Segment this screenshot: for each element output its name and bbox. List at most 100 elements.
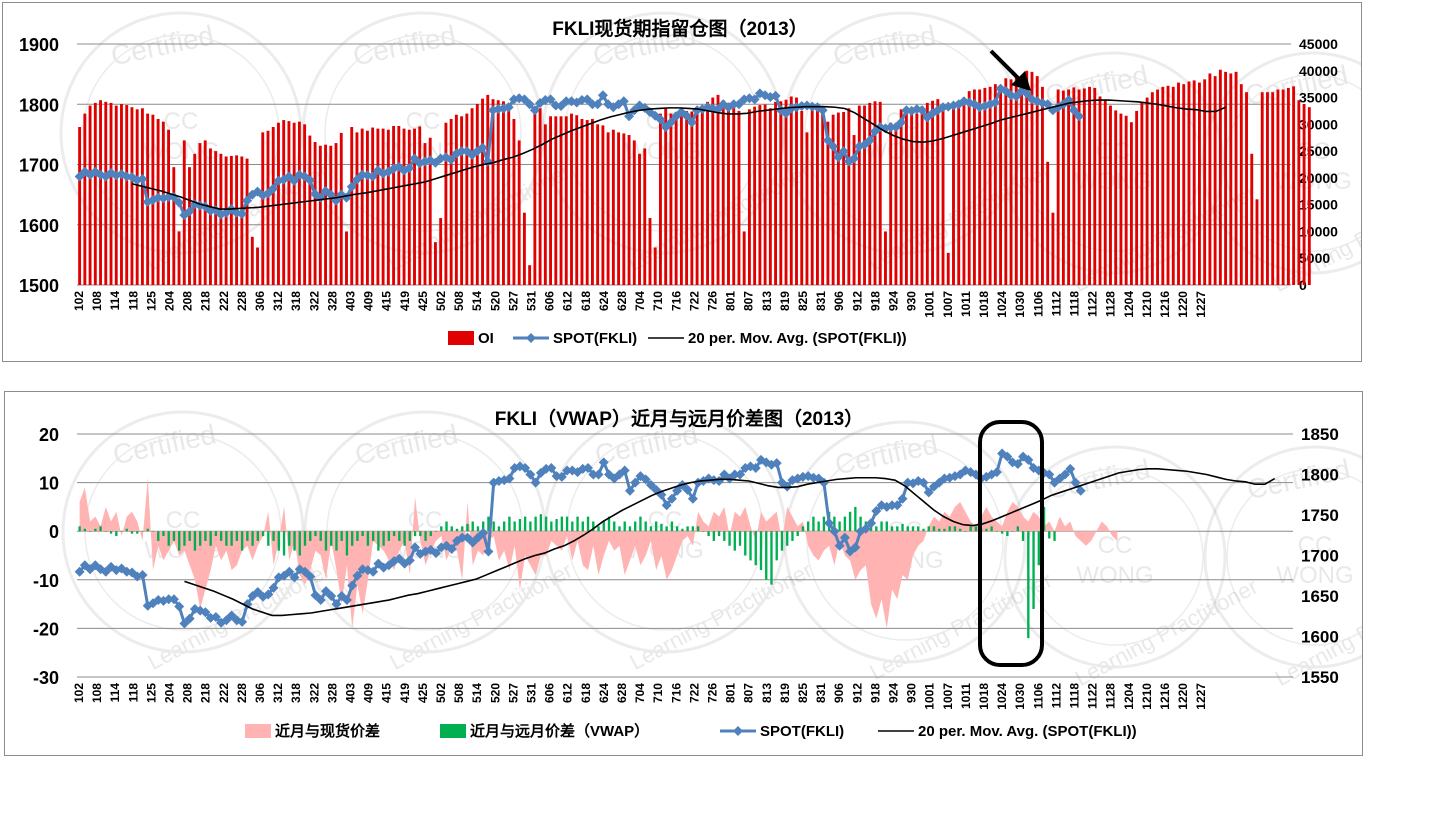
bar <box>224 156 228 285</box>
bar <box>235 155 239 285</box>
bar <box>749 531 752 561</box>
marker <box>446 154 457 165</box>
marker <box>221 615 232 626</box>
x-tick-label: 1018 <box>977 291 991 318</box>
marker <box>923 487 934 498</box>
x-tick-label: 813 <box>760 291 774 311</box>
marker <box>939 473 950 484</box>
marker <box>310 590 321 601</box>
marker <box>210 612 221 623</box>
marker <box>1070 477 1081 488</box>
bar <box>768 108 772 286</box>
bar <box>800 110 804 285</box>
bar <box>461 526 464 532</box>
bar <box>240 156 244 285</box>
marker <box>729 469 740 480</box>
bar <box>534 516 537 532</box>
marker <box>456 146 467 157</box>
marker <box>294 564 305 575</box>
x-tick-label: 801 <box>724 291 738 311</box>
x-tick-label: 419 <box>398 683 412 703</box>
x-tick-label: 328 <box>325 291 339 311</box>
bar <box>665 526 668 532</box>
bar <box>1006 531 1009 537</box>
legend-swatch <box>245 724 271 738</box>
bar <box>1004 78 1008 285</box>
bar <box>564 116 568 285</box>
bar <box>575 115 579 286</box>
oi-chart-panel: Certified CC WONG Learning Practitioner Cert… <box>2 2 1444 362</box>
legend-item: OI <box>448 330 494 347</box>
marker <box>247 189 258 200</box>
bar <box>208 148 212 285</box>
bar <box>1041 86 1044 285</box>
bar <box>585 120 589 285</box>
x-tick-label: 306 <box>253 683 267 703</box>
marker <box>672 485 683 496</box>
bar <box>936 99 940 285</box>
marker <box>1007 457 1018 468</box>
x-tick-label: 222 <box>217 683 231 703</box>
x-tick-label: 1220 <box>1176 683 1190 710</box>
legend-label: 20 per. Mov. Avg. (SPOT(FKLI)) <box>918 723 1137 740</box>
x-tick-label: 716 <box>669 291 683 311</box>
marker <box>817 105 828 116</box>
bar <box>969 526 972 532</box>
x-tick-label: 222 <box>217 291 231 311</box>
bar <box>408 531 412 541</box>
bar <box>1224 71 1228 285</box>
bar <box>109 531 113 534</box>
bar <box>225 531 228 546</box>
watermark-text: WONG <box>1076 562 1153 589</box>
bar <box>1114 110 1118 285</box>
bar <box>712 531 716 541</box>
x-tick-label: 1118 <box>1068 683 1082 709</box>
marker <box>928 481 939 492</box>
bar <box>1266 92 1269 285</box>
bar <box>554 116 558 285</box>
marker <box>242 599 253 610</box>
marker <box>1012 458 1023 469</box>
marker <box>849 153 860 164</box>
x-tick-label: 716 <box>669 683 683 703</box>
y-right-tick-label: 35000 <box>1299 90 1338 106</box>
y-left-tick-label: 1700 <box>19 156 59 176</box>
bar <box>434 242 437 285</box>
watermark-ring <box>1001 51 1225 275</box>
x-tick-label: 726 <box>706 683 720 703</box>
bar <box>178 531 181 551</box>
x-tick-label: 906 <box>832 291 846 311</box>
x-tick-label: 118 <box>126 291 140 311</box>
x-tick-label: 114 <box>108 683 122 703</box>
bar <box>836 112 840 285</box>
bar <box>261 531 265 537</box>
bar <box>842 112 846 285</box>
legend-marker <box>526 333 536 343</box>
marker <box>949 471 960 482</box>
x-tick-label: 606 <box>543 683 557 703</box>
legend-label: 近月与现货价差 <box>275 722 380 740</box>
y-right-tick-label: 40000 <box>1299 63 1338 79</box>
bar <box>1048 531 1051 539</box>
bar <box>371 531 375 541</box>
bar <box>115 531 118 537</box>
marker <box>771 458 782 469</box>
bar <box>282 120 286 285</box>
x-tick-label: 912 <box>850 291 864 311</box>
bar <box>507 103 511 286</box>
bar <box>1035 76 1039 285</box>
marker <box>583 463 594 474</box>
bar <box>889 122 893 285</box>
marker <box>619 465 630 476</box>
x-tick-label: 114 <box>108 291 122 311</box>
bar <box>230 531 233 546</box>
bar <box>214 151 218 285</box>
bar <box>1119 113 1123 285</box>
bar <box>685 110 689 285</box>
bar <box>679 110 683 285</box>
marker <box>404 163 415 174</box>
marker <box>262 188 273 199</box>
bar <box>162 531 165 537</box>
marker <box>965 467 976 478</box>
